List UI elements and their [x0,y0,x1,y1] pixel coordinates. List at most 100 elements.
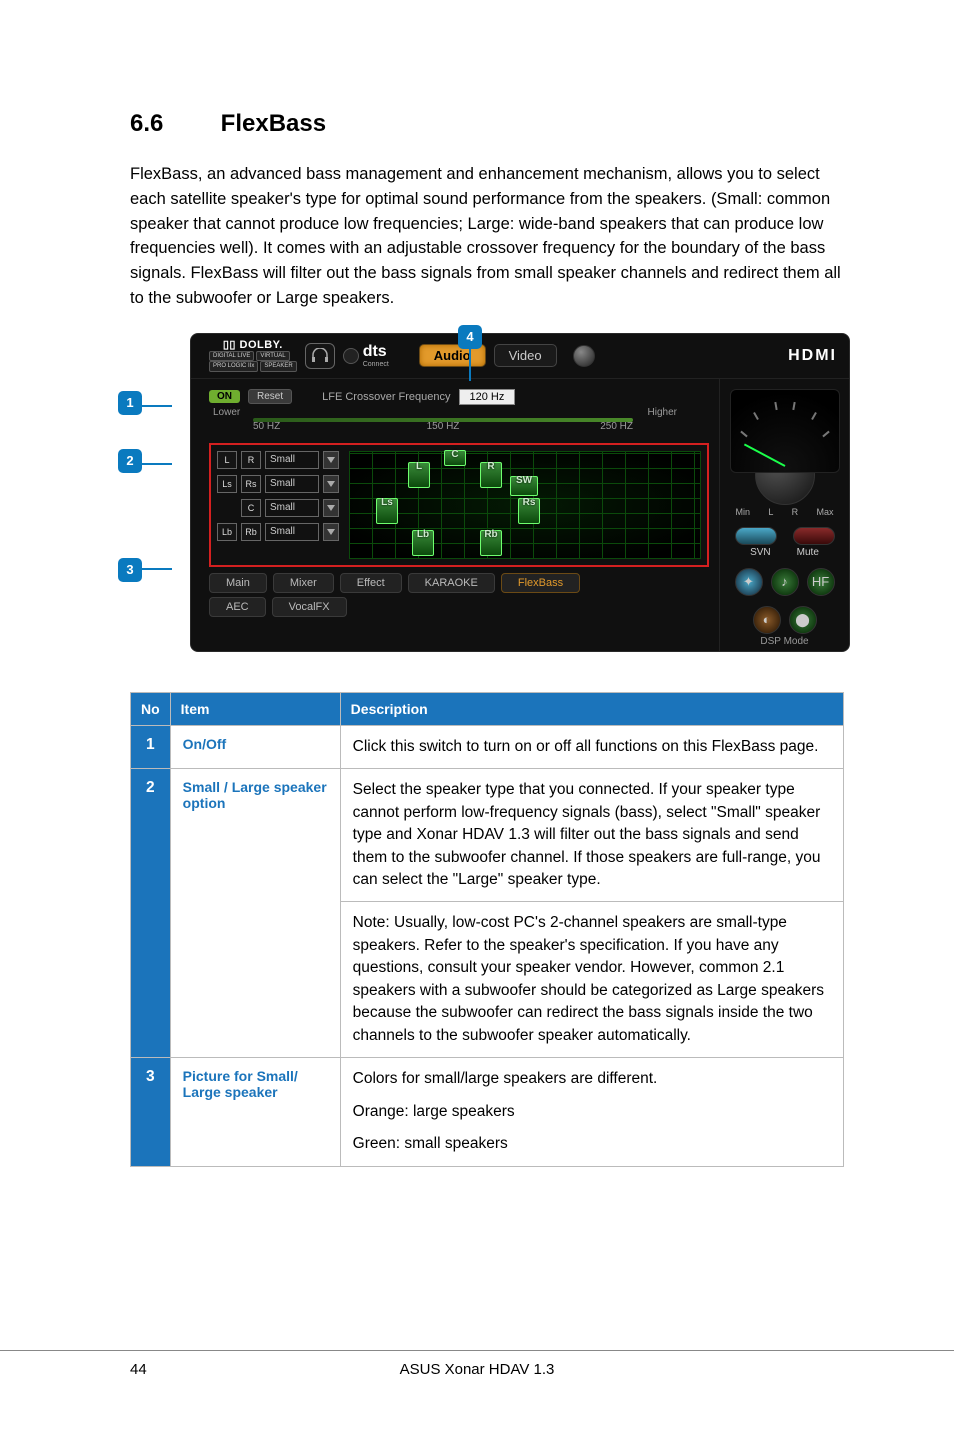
dts-sub: Connect [363,361,389,368]
description-table: No Item Description 1 On/Off Click this … [130,692,844,1167]
slider-tick-250: 250 HZ [600,421,633,432]
select-lr[interactable]: Small [265,451,319,469]
svn-mute-labels: SVN Mute [750,547,819,558]
headphone-icon[interactable] [305,343,335,369]
dsp-icon-2[interactable]: ♪ [771,568,799,596]
dolby-pill-digital-live: DIGITAL LIVE [209,351,254,361]
dropdown-lr[interactable] [323,451,339,469]
bottom-tab-strip: Main Mixer Effect KARAOKE FlexBass [209,573,709,593]
dts-label: dts [363,343,389,361]
dsp-icon-1[interactable]: ✦ [735,568,763,596]
crossover-row: ON Reset LFE Crossover Frequency 120 Hz [209,389,709,405]
chip-c: C [241,499,261,517]
callout-marker-3: 3 [118,558,142,582]
svn-button[interactable] [735,527,777,545]
dolby-pill-prologic: PRO LOGIC IIx [209,361,258,371]
section-title: FlexBass [221,110,326,137]
flexbass-on-toggle[interactable]: ON [209,390,240,403]
dsp-mode-label: DSP Mode [760,636,808,647]
tab-karaoke[interactable]: KARAOKE [408,573,495,593]
table-header-row: No Item Description [131,692,844,725]
cell-item-2: Small / Large speaker option [170,769,340,1058]
dolby-brand: DOLBY. [240,339,283,351]
slider-label-lower: Lower [213,407,240,418]
dolby-pill-virtual: VIRTUAL [256,351,289,361]
dropdown-lsrs[interactable] [323,475,339,493]
crossover-slider[interactable]: Lower Higher 50 HZ 150 HZ 250 HZ [253,407,633,433]
callout-marker-4: 4 [458,325,482,349]
tab-mixer[interactable]: Mixer [273,573,334,593]
product-name: ASUS Xonar HDAV 1.3 [400,1361,555,1378]
cell-desc-1: Click this switch to turn on or off all … [340,725,843,768]
panel-top-bar: ▯▯ DOLBY. DIGITAL LIVE VIRTUAL PRO LOGIC… [191,334,849,379]
cell-desc-2b: Note: Usually, low-cost PC's 2-channel s… [340,902,843,1058]
xonar-app-panel: ▯▯ DOLBY. DIGITAL LIVE VIRTUAL PRO LOGIC… [190,333,850,652]
callout-marker-2: 2 [118,449,142,473]
cell-no-2: 2 [131,769,171,1058]
tab-aec[interactable]: AEC [209,597,266,617]
spk3d-ls: Ls [376,498,398,524]
speaker-row-c: C Small [217,499,339,517]
spk3d-sw: SW [510,476,538,496]
mute-button[interactable] [793,527,835,545]
meter-needle [743,443,785,466]
speaker-row-lr: L R Small [217,451,339,469]
dolby-pill-speaker: SPEAKER [260,361,296,371]
select-lbrb[interactable]: Small [265,523,319,541]
app-panel-wrapper: 4 1 2 3 ▯▯ DOLBY. DIGITAL LIVE VIRTUAL P… [190,333,880,652]
bottom-tab-strip-2: AEC VocalFX [209,597,709,617]
th-desc: Description [340,692,843,725]
chip-lb: Lb [217,523,237,541]
cell-item-1: On/Off [170,725,340,768]
dsp-icon-row-2: ◐ ⬤ [753,606,817,634]
slider-tick-150: 150 HZ [427,421,460,432]
spk3d-rs: Rs [518,498,540,524]
label-svn: SVN [750,547,771,558]
dropdown-lbrb[interactable] [323,523,339,541]
dropdown-c[interactable] [323,499,339,517]
intro-paragraph: FlexBass, an advanced bass management an… [130,162,844,311]
dsp-icon-4[interactable]: ⬤ [789,606,817,634]
speaker-config-box: L R Small Ls Rs Small [209,443,709,567]
label-r: R [792,507,799,517]
tab-main[interactable]: Main [209,573,267,593]
spk3d-c: C [444,450,466,466]
label-l: L [768,507,773,517]
callout-marker-1: 1 [118,391,142,415]
tab-effect[interactable]: Effect [340,573,402,593]
cell-no-3: 3 [131,1058,171,1166]
table-row: 3 Picture for Small/ Large speaker Color… [131,1058,844,1166]
select-lsrs[interactable]: Small [265,475,319,493]
tab-video[interactable]: Video [494,344,557,367]
dts-icon [343,348,359,364]
label-mute: Mute [797,547,819,558]
hdmi-logo: HDMI [788,347,837,365]
meter-labels: Min L R Max [730,505,840,517]
chip-ls: Ls [217,475,237,493]
dsp-icon-hf[interactable]: HF [807,568,835,596]
crossover-label: LFE Crossover Frequency [322,391,450,403]
chip-r: R [241,451,261,469]
tab-flexbass[interactable]: FlexBass [501,573,580,593]
chip-rb: Rb [241,523,261,541]
cell-no-1: 1 [131,725,171,768]
volume-meter [730,389,840,473]
spk3d-l: L [408,462,430,488]
page-number: 44 [130,1361,147,1378]
table-row: 1 On/Off Click this switch to turn on or… [131,725,844,768]
cell-item-3: Picture for Small/ Large speaker [170,1058,340,1166]
power-button[interactable] [573,345,595,367]
dsp-icon-3[interactable]: ◐ [753,606,781,634]
desc3-line2: Orange: large speakers [353,1101,831,1123]
svn-mute-row [735,527,835,545]
section-heading: 6.6 FlexBass [130,110,844,138]
crossover-value: 120 Hz [459,389,516,405]
page-footer: 44 ASUS Xonar HDAV 1.3 [0,1350,954,1378]
desc3-line1: Colors for small/large speakers are diff… [353,1068,831,1090]
select-c[interactable]: Small [265,499,319,517]
slider-label-higher: Higher [648,407,677,418]
reset-button[interactable]: Reset [248,389,292,404]
dolby-logo-block: ▯▯ DOLBY. DIGITAL LIVE VIRTUAL PRO LOGIC… [209,340,297,372]
cell-desc-3: Colors for small/large speakers are diff… [340,1058,843,1166]
tab-vocalfx[interactable]: VocalFX [272,597,347,617]
